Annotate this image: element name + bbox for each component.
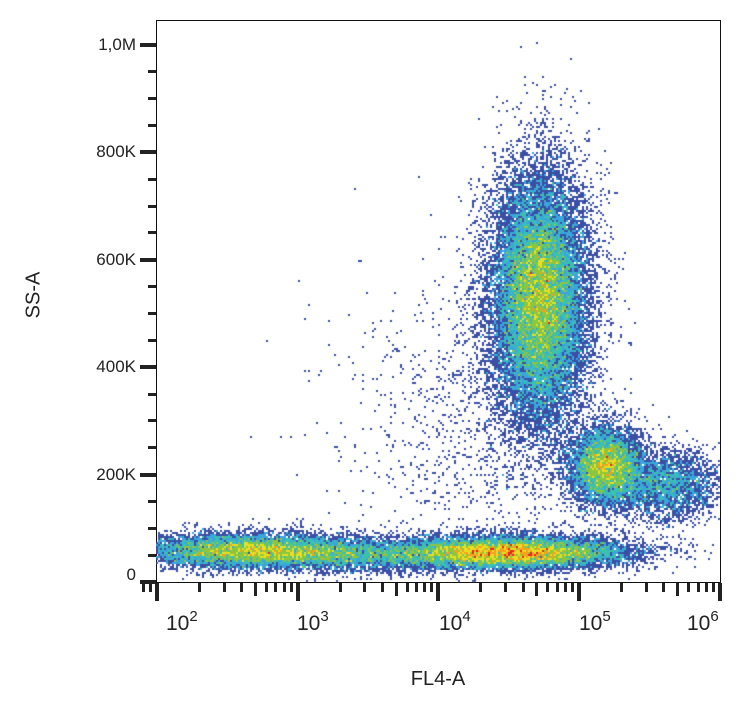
y-minor-tick <box>148 392 156 396</box>
y-axis-title: SS-A <box>22 271 45 319</box>
x-minor-tick <box>704 583 708 592</box>
y-minor-tick <box>148 204 156 208</box>
x-minor-tick <box>222 583 226 592</box>
x-minor-tick <box>338 583 342 592</box>
x-minor-tick <box>423 583 427 592</box>
x-major-tick <box>577 583 582 601</box>
x-minor-tick <box>405 583 409 592</box>
y-minor-tick <box>148 446 156 450</box>
x-minor-tick <box>141 583 145 592</box>
y-minor-tick <box>148 231 156 235</box>
x-minor-tick <box>687 583 691 592</box>
x-minor-tick <box>555 583 559 592</box>
x-major-tick <box>295 583 300 601</box>
x-minor-tick <box>696 583 700 592</box>
y-tick-label-200000: 200K <box>96 465 136 484</box>
x-tick-label-100: 102 <box>166 608 198 635</box>
y-minor-tick <box>148 177 156 181</box>
y-major-tick <box>140 365 156 370</box>
x-minor-tick <box>363 583 367 592</box>
x-minor-tick <box>149 583 153 592</box>
x-minor-tick <box>563 583 567 592</box>
y-tick-label-1000000: 1,0M <box>98 35 136 54</box>
x-minor-tick <box>479 583 483 592</box>
y-minor-tick <box>148 419 156 423</box>
y-major-tick <box>140 472 156 477</box>
x-major-tick <box>717 583 722 601</box>
x-minor-tick <box>282 583 286 592</box>
x-minor-tick <box>240 583 244 592</box>
y-minor-tick <box>148 70 156 74</box>
x-minor-tick <box>264 583 268 592</box>
x-tick-label-1000000: 106 <box>687 608 719 635</box>
x-minor-tick <box>675 583 679 596</box>
x-minor-tick <box>274 583 278 592</box>
y-minor-tick <box>148 312 156 315</box>
x-minor-tick <box>619 583 623 592</box>
x-minor-tick <box>662 583 666 592</box>
y-major-tick <box>140 150 156 155</box>
y-major-tick <box>140 257 156 262</box>
y-major-tick <box>140 580 156 584</box>
x-minor-tick <box>521 583 525 592</box>
x-tick-label-100000: 105 <box>579 608 611 635</box>
y-minor-tick <box>148 285 156 289</box>
x-axis-title: FL4-A <box>410 668 466 690</box>
x-minor-tick <box>197 583 201 592</box>
x-minor-tick <box>546 583 550 592</box>
x-minor-tick <box>253 583 257 596</box>
x-minor-tick <box>711 583 715 592</box>
x-major-tick <box>436 583 441 601</box>
density-dot-plot <box>156 20 721 583</box>
x-major-tick <box>155 583 159 601</box>
y-tick-label-800000: 800K <box>96 142 136 161</box>
y-minor-tick <box>148 338 156 342</box>
y-minor-tick <box>148 499 156 503</box>
y-major-tick <box>140 43 156 47</box>
x-minor-tick <box>504 583 508 592</box>
y-minor-tick <box>148 124 156 128</box>
x-minor-tick <box>535 583 539 596</box>
x-minor-tick <box>394 583 398 596</box>
y-tick-label-0: 0 <box>126 565 136 584</box>
x-minor-tick <box>289 583 293 592</box>
y-minor-tick <box>148 526 156 530</box>
x-minor-tick <box>380 583 384 592</box>
y-tick-label-600000: 600K <box>96 250 136 269</box>
y-minor-tick <box>148 97 156 101</box>
x-minor-tick <box>430 583 434 592</box>
x-tick-label-10000: 104 <box>439 608 471 635</box>
y-tick-label-400000: 400K <box>96 357 136 376</box>
x-minor-tick <box>415 583 419 592</box>
x-tick-label-1000: 103 <box>297 608 329 635</box>
x-minor-tick <box>644 583 648 592</box>
y-minor-tick <box>148 553 156 557</box>
x-minor-tick <box>571 583 575 592</box>
